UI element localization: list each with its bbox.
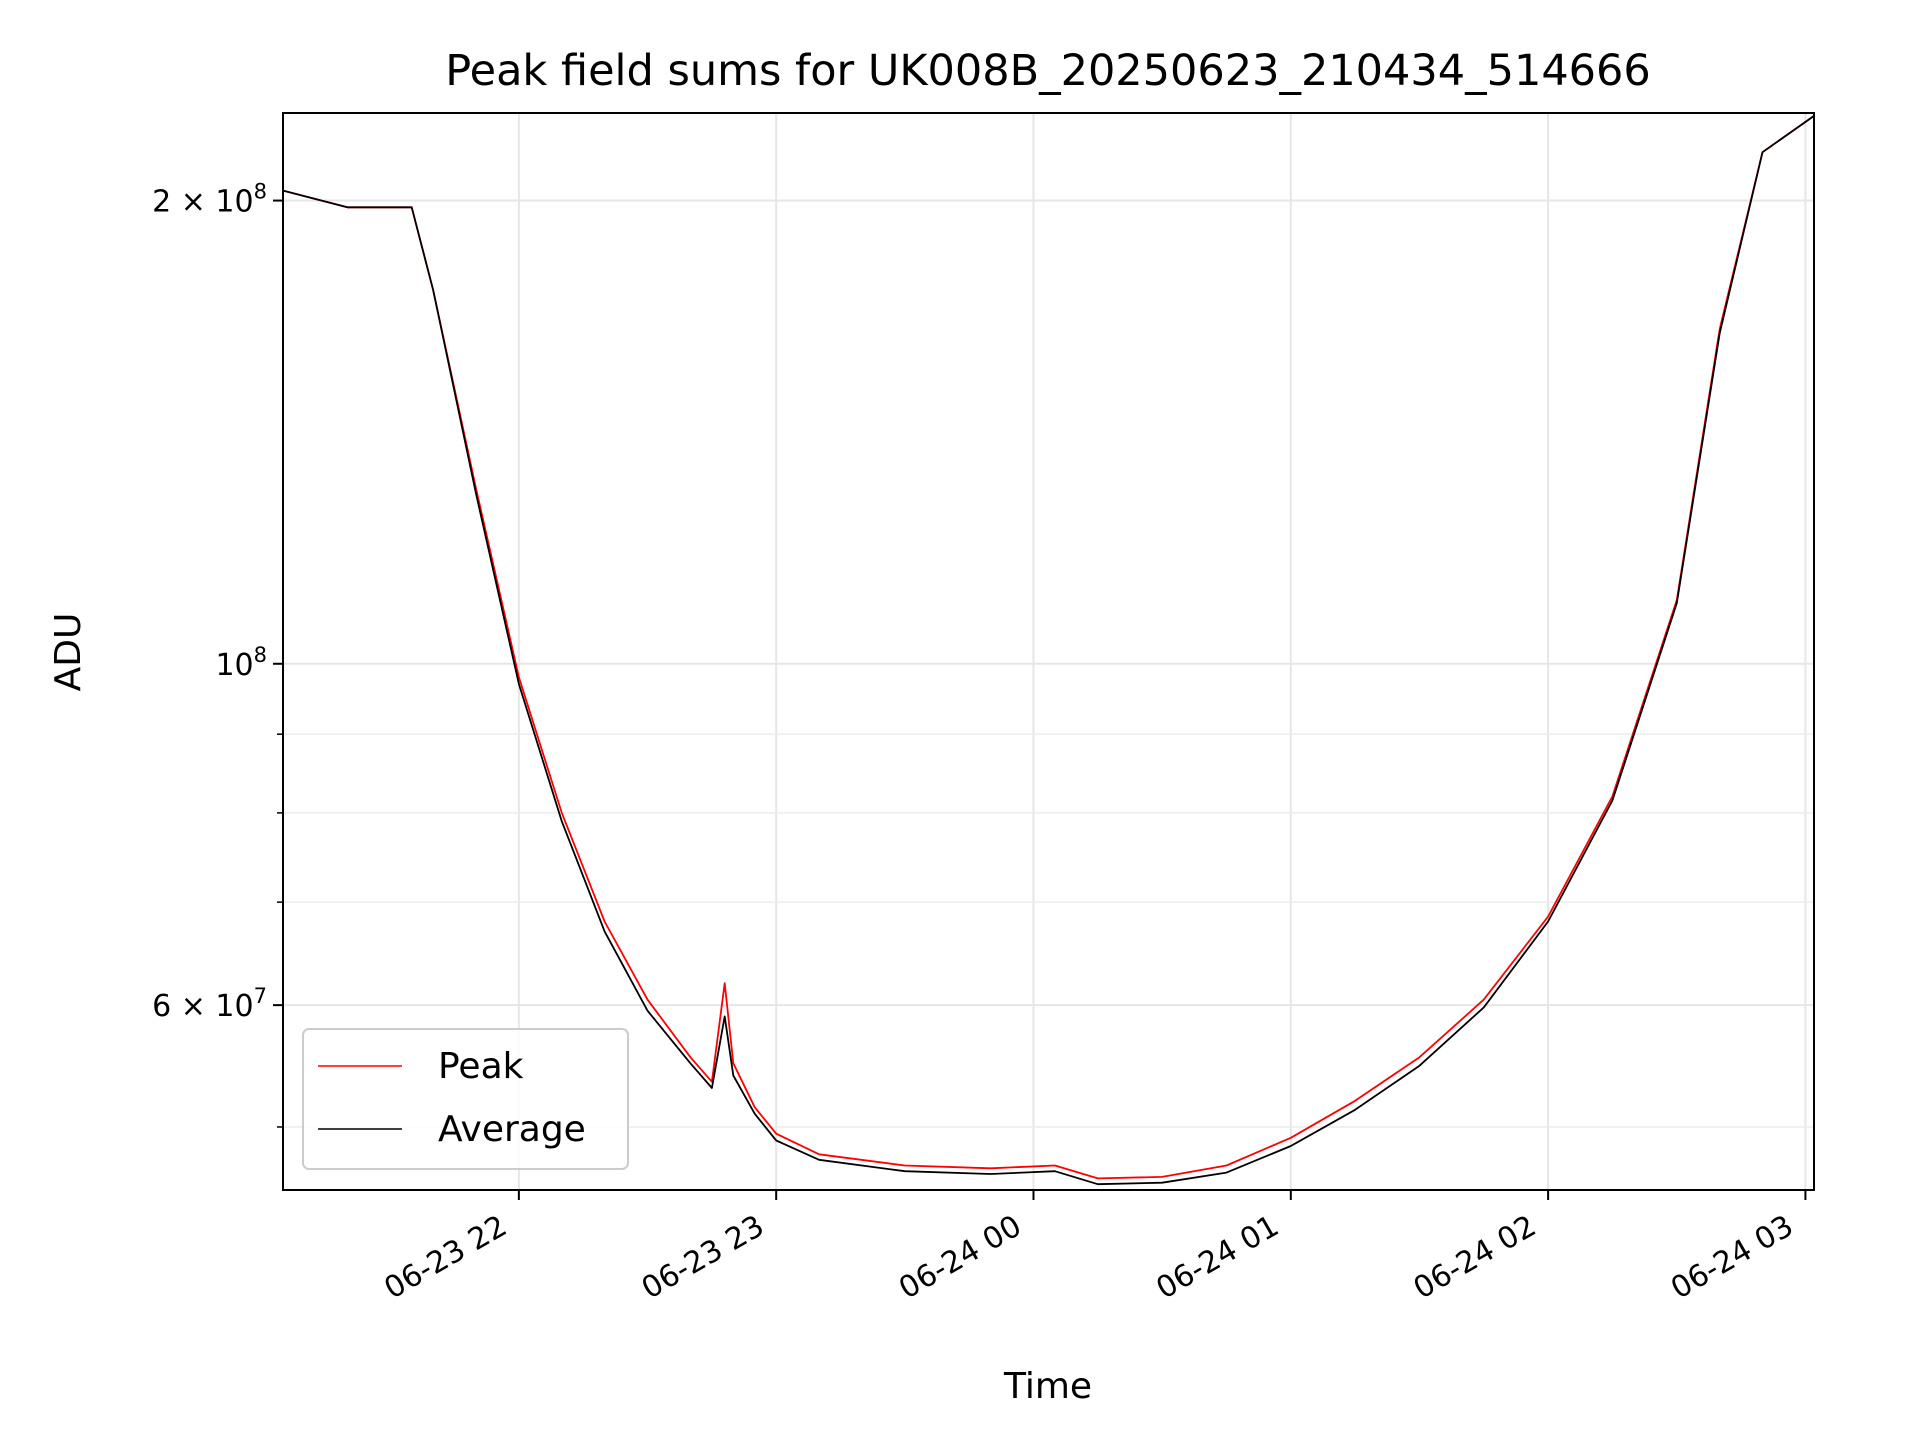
series-line-average — [283, 115, 1814, 1186]
legend-label-peak: Peak — [438, 1046, 524, 1087]
series-line-peak — [283, 115, 1814, 1180]
y-axis-ticks: 2 × 108 108 6 × 107 — [152, 180, 283, 1128]
axes-frame — [282, 112, 1815, 1191]
grid — [283, 113, 1814, 1190]
x-axis-title: Time — [1003, 1366, 1092, 1407]
y-axis-title: ADU — [48, 613, 89, 692]
legend-box — [302, 1028, 629, 1170]
series-layer — [283, 115, 1814, 1186]
plot-area — [283, 115, 1814, 1186]
y-tick-label: 2 × 108 — [152, 180, 267, 220]
legend-label-average: Average — [438, 1109, 586, 1150]
chart-title: Peak field sums for UK008B_20250623_2104… — [445, 46, 1651, 96]
y-tick-label: 108 — [215, 643, 267, 683]
y-tick-label: 6 × 107 — [152, 984, 267, 1024]
legend: Peak Average — [302, 1028, 629, 1170]
